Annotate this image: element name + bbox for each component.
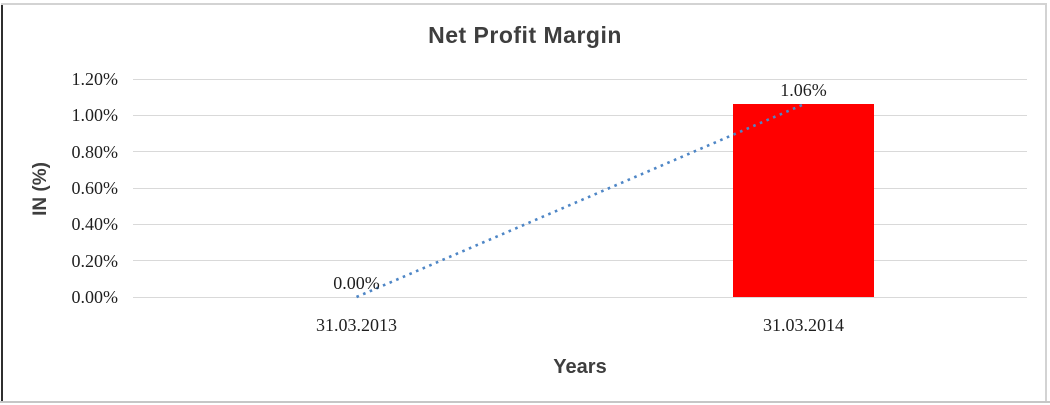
frame-border-bottom [0,401,1050,403]
gridline [133,223,1027,225]
x-category-label: 31.03.2013 [316,315,397,335]
bar-31.03.2014 [733,104,874,297]
gridline [133,78,1027,80]
frame-border-right [1045,3,1047,402]
gridline [133,187,1027,189]
plot-area [133,78,1027,299]
y-tick-label: 0.20% [71,250,119,271]
y-tick-label: 1.20% [71,69,119,89]
trendline [355,103,805,299]
y-tick-label: 1.00% [71,105,119,126]
gridline [133,260,1027,262]
gridline [133,114,1027,116]
frame-border-top [1,3,1047,5]
y-tick-label: 0.40% [71,214,119,235]
gridline [133,151,1027,153]
data-label: 0.00% [333,273,380,293]
gridline [133,296,1027,298]
y-tick-label: 0.60% [71,178,119,198]
x-category-label: 31.03.2014 [763,315,844,335]
y-tick-label: 0.80% [71,141,119,162]
chart-title: Net Profit Margin [428,22,622,48]
x-axis-title: Years [553,356,607,378]
y-tick-label: 0.00% [71,287,119,307]
data-label: 1.06% [780,80,827,101]
frame-border-left [1,3,3,402]
